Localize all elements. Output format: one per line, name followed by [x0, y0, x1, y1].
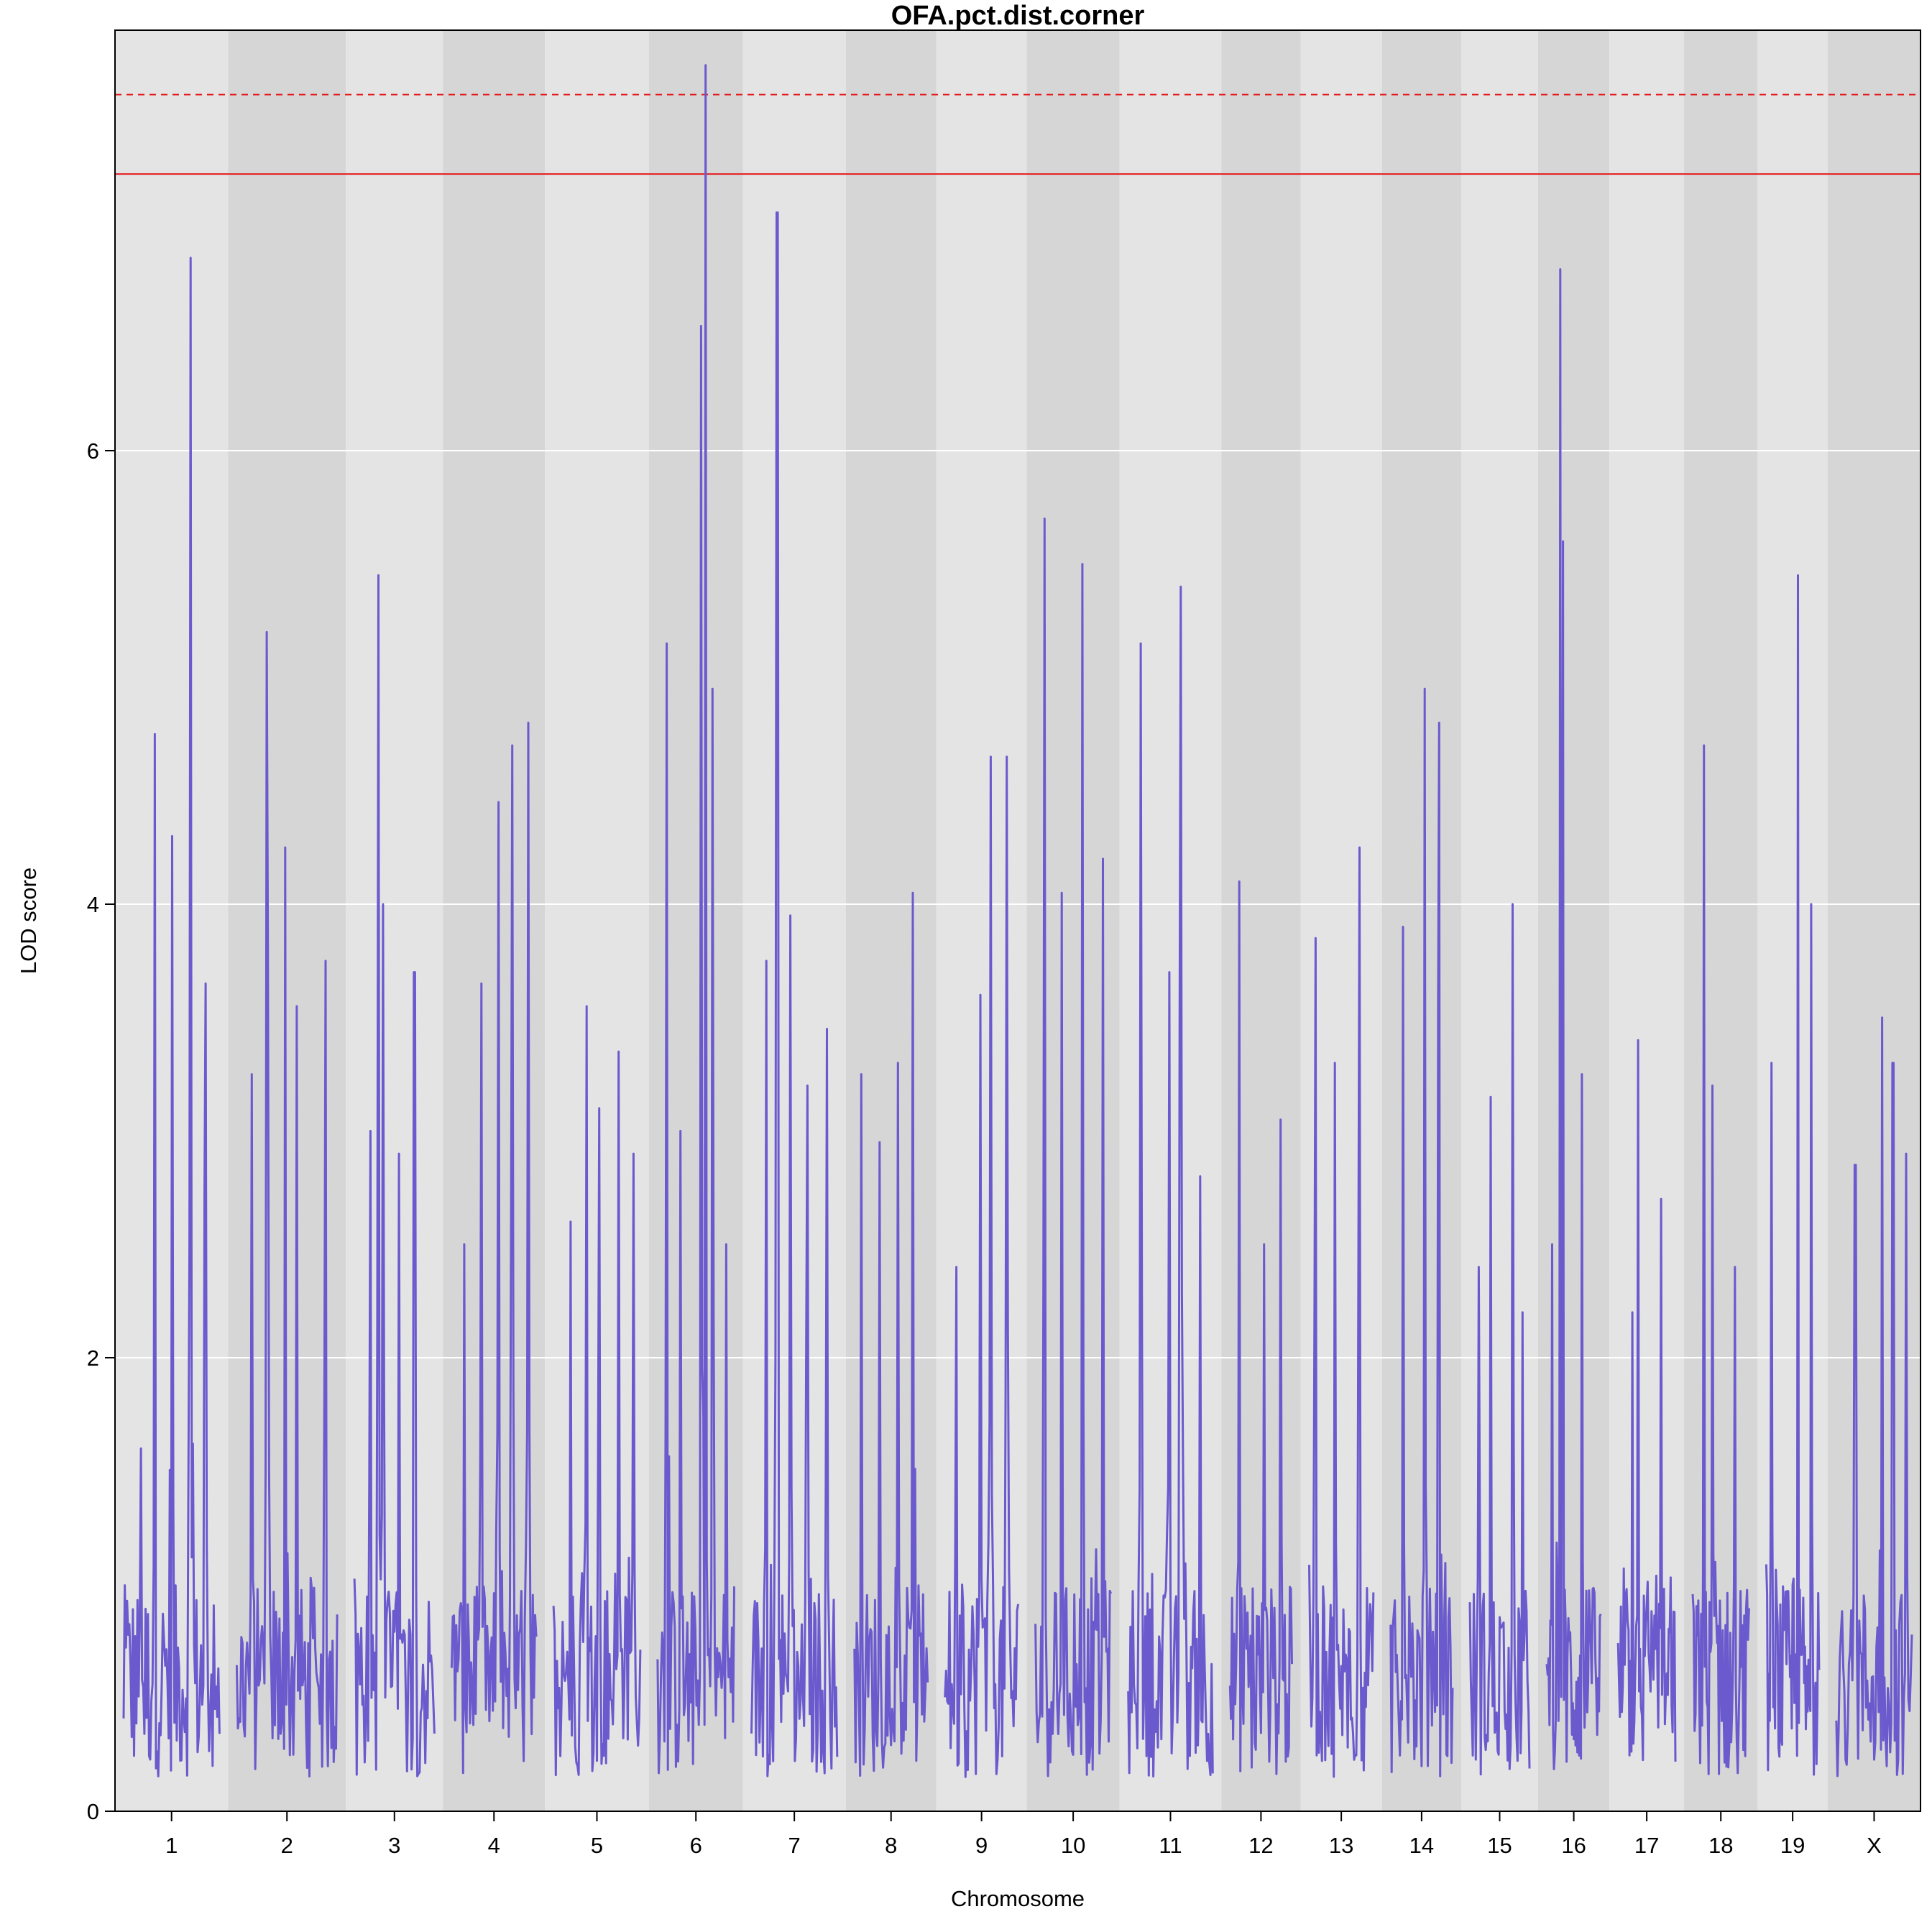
x-tick-label-5: 5: [591, 1833, 603, 1858]
x-tick-label-4: 4: [488, 1833, 500, 1858]
x-tick-label-12: 12: [1248, 1833, 1273, 1858]
x-tick-label-10: 10: [1061, 1833, 1085, 1858]
y-tick-label-2: 2: [87, 1346, 99, 1371]
x-tick-label-13: 13: [1329, 1833, 1353, 1858]
lod-line-chr-16: [1545, 268, 1602, 1770]
x-tick-label-7: 7: [788, 1833, 801, 1858]
lod-line-chr-8: [853, 891, 929, 1777]
y-tick-label-0: 0: [87, 1799, 99, 1824]
chromosome-band-14: [1381, 30, 1461, 1811]
lod-line-chr-19: [1765, 574, 1821, 1776]
chromosome-band-10: [1026, 30, 1120, 1811]
x-tick-label-16: 16: [1561, 1833, 1586, 1858]
chromosome-band-3: [346, 30, 443, 1811]
x-tick-label-1: 1: [165, 1833, 178, 1858]
x-tick-label-X: X: [1867, 1833, 1882, 1858]
x-tick-label-8: 8: [885, 1833, 897, 1858]
lod-line-chr-9: [944, 755, 1020, 1778]
chromosome-band-12: [1221, 30, 1301, 1811]
chromosome-band-19: [1757, 30, 1828, 1811]
lod-series: [122, 64, 1913, 1778]
lod-line-chr-11: [1127, 585, 1214, 1777]
chromosome-band-17: [1609, 30, 1685, 1811]
lod-line-chr-3: [353, 574, 436, 1777]
x-tick-label-2: 2: [281, 1833, 293, 1858]
plot-frame: [114, 29, 1921, 1812]
lod-line-chr-14: [1389, 687, 1454, 1777]
x-tick-label-17: 17: [1634, 1833, 1659, 1858]
chromosome-bands: [115, 30, 1920, 1811]
lod-line-chr-12: [1228, 880, 1293, 1775]
significance-thresholds: [115, 93, 1920, 175]
x-axis: 1 2 3 4 5 6 7 8 9 10 11 12 13 14 15 16 17 18 19 X: [165, 1811, 1882, 1858]
chromosome-band-8: [845, 30, 937, 1811]
chromosome-band-18: [1684, 30, 1758, 1811]
x-axis-label: Chromosome: [951, 1886, 1085, 1911]
lod-line-chr-6: [656, 64, 735, 1775]
x-tick-label-14: 14: [1409, 1833, 1434, 1858]
chromosome-band-15: [1460, 30, 1539, 1811]
x-tick-label-6: 6: [690, 1833, 702, 1858]
chromosome-band-7: [742, 30, 846, 1811]
x-tick-label-9: 9: [975, 1833, 988, 1858]
lod-line-chr-1: [122, 257, 221, 1777]
lod-line-chr-X: [1835, 1016, 1913, 1777]
y-tick-label-4: 4: [87, 892, 99, 917]
lod-line-chr-15: [1468, 903, 1531, 1776]
lod-line-chr-13: [1308, 846, 1375, 1778]
y-tick-label-6: 6: [87, 438, 99, 464]
lod-line-chr-7: [750, 211, 839, 1777]
y-axis: 0 2 4 6: [87, 438, 115, 1824]
lod-line-chr-2: [235, 630, 339, 1777]
lod-line-chr-18: [1691, 744, 1750, 1775]
x-tick-label-11: 11: [1159, 1833, 1182, 1858]
lod-line-chr-17: [1616, 1039, 1677, 1762]
lod-line-chr-4: [450, 722, 538, 1775]
x-tick-label-19: 19: [1780, 1833, 1805, 1858]
x-tick-label-3: 3: [388, 1833, 400, 1858]
y-axis-label: LOD score: [16, 868, 41, 974]
chromosome-band-6: [648, 30, 743, 1811]
x-tick-label-15: 15: [1487, 1833, 1512, 1858]
lod-line-chr-5: [552, 1005, 642, 1777]
lod-line-chr-10: [1034, 518, 1113, 1777]
chart-title: OFA.pct.dist.corner: [891, 1, 1145, 31]
x-tick-label-18: 18: [1708, 1833, 1733, 1858]
chromosome-band-16: [1538, 30, 1610, 1811]
